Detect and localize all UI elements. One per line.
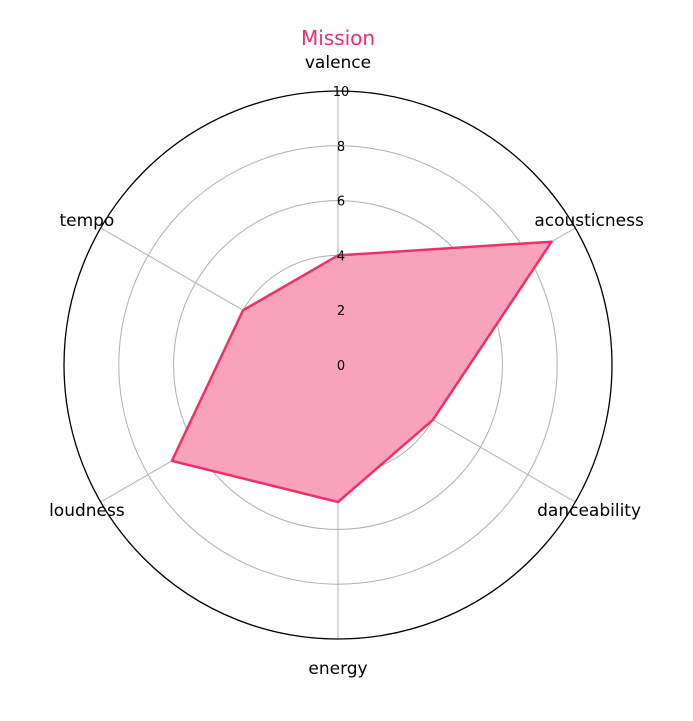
- series-area: [171, 241, 552, 502]
- axis-label-valence: valence: [305, 53, 371, 73]
- axis-label-danceability: danceability: [537, 501, 641, 521]
- axis-label-tempo: tempo: [59, 211, 114, 231]
- axis-label-loudness: loudness: [49, 501, 125, 521]
- series-line: [170, 240, 553, 504]
- label-layer: 0 2 4 6 8 10 valence acousticness danceability en…: [49, 53, 644, 679]
- r-tick-label: 8: [337, 140, 345, 155]
- r-tick-label: 2: [337, 304, 345, 319]
- axis-label-energy: energy: [308, 659, 367, 679]
- outer-frame: [63, 90, 613, 640]
- r-tick-label: 0: [337, 359, 345, 374]
- r-tick-label: 4: [337, 249, 345, 264]
- axis-label-acousticness: acousticness: [534, 211, 644, 231]
- r-tick-label: 6: [337, 195, 345, 210]
- r-tick-label: 10: [333, 85, 350, 100]
- chart-title: Mission: [301, 26, 375, 50]
- series-layer: [170, 240, 553, 504]
